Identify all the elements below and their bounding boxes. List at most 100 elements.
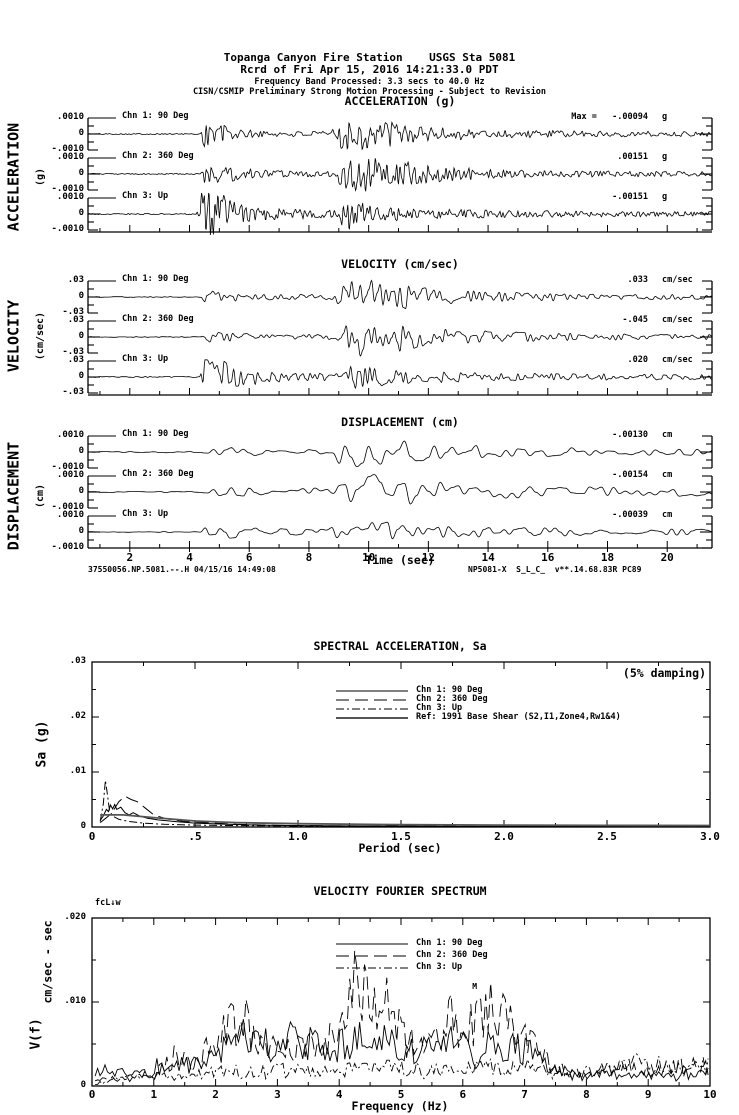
fourier-xtick-0: 0 [88,1088,96,1101]
frequency-band-note: Frequency Band Processed: 3.3 secs to 40… [254,77,485,87]
sa-xtick-.5: .5 [188,830,202,843]
acceleration-ch3-label: Chn 3: Up [122,191,169,201]
fourier-y-axis-label: V(f) [28,1018,44,1050]
damping-annotation: (5% damping) [622,666,706,680]
velocity-ch1-ytick-zero: 0 [78,291,84,301]
fourier-xtick-2: 2 [212,1088,219,1101]
acceleration-ch3-peak-unit: g [662,192,668,202]
station-title: Topanga Canyon Fire Station USGS Sta 508… [223,51,516,64]
velocity-ch2-peak-value: -.045 [622,315,648,325]
displacement-ch3-ytick-zero: 0 [78,526,84,536]
acceleration-ch2-peak-unit: g [662,152,668,162]
time-axis-tick-10: 10 [362,551,376,564]
velocity-ch1-label: Chn 1: 90 Deg [122,274,189,284]
velocity-axis-label: VELOCITY [4,299,23,373]
acceleration-ch2-ytick-pos: .0010 [56,152,84,162]
velocity-ch2-ytick-zero: 0 [78,331,84,341]
sa-xtick-1.0: 1.0 [288,830,308,843]
acceleration-ch2-ytick-zero: 0 [78,168,84,178]
displacement-ch1-peak-value: -.00130 [612,430,648,440]
sa-legend-3: Chn 3: Up [416,703,463,713]
fourier-peak-marker: M [472,981,478,991]
time-axis-tick-16: 16 [541,551,555,564]
time-axis-tick-18: 18 [600,551,615,564]
sa-legend-2: Chn 2: 360 Deg [416,694,488,704]
fourier-xtick-7: 7 [521,1088,528,1101]
fourier-ytick-.020: .020 [64,912,86,922]
period-axis-label: Period (sec) [358,841,442,855]
displacement-ch1-ytick-neg: -.0010 [51,462,84,472]
acceleration-axis-label: ACCELERATION [4,122,23,232]
time-axis-tick-12: 12 [421,551,436,564]
sa-xtick-2.0: 2.0 [494,830,514,843]
sa-ytick-0: 0 [80,821,86,831]
time-axis-tick-14: 14 [481,551,495,564]
fourier-xtick-6: 6 [459,1088,467,1101]
sa-ytick-.03: .03 [69,656,86,666]
velocity-ch3-ytick-neg: -.03 [62,387,84,397]
sa-ytick-.01: .01 [69,766,86,776]
velocity-ch2-peak-unit: cm/sec [662,315,693,325]
velocity-ch2-ytick-neg: -.03 [62,347,84,357]
velocity-ch2-ytick-pos: .03 [67,315,84,325]
acceleration-ch1-ytick-zero: 0 [78,128,84,138]
processing-note: CISN/CSMIP Preliminary Strong Motion Pro… [192,87,547,97]
displacement-ch3-peak-unit: cm [662,510,673,520]
fourier-ytick-0: 0 [80,1080,86,1090]
time-axis-tick-8: 8 [305,551,313,564]
fourier-legend-1: Chn 1: 90 Deg [416,938,483,948]
acceleration-plot-title: ACCELERATION (g) [344,94,456,108]
displacement-ch3-peak-value: -.00039 [612,510,648,520]
displacement-ch2-ytick-zero: 0 [78,486,84,496]
time-axis-tick-20: 20 [660,551,674,564]
acceleration-ch1-peak-unit: g [662,112,668,122]
acceleration-ch3-ytick-neg: -.0010 [51,224,84,234]
acceleration-ch1-peak-value: Max = -.00094 [571,112,648,122]
displacement-ch3-ytick-pos: .0010 [56,510,84,520]
fourier-xtick-1: 1 [150,1088,158,1101]
sa-ytick-.02: .02 [69,711,86,721]
sa-xtick-3.0: 3.0 [700,830,720,843]
time-axis-tick-6: 6 [245,551,253,564]
fourier-legend-2: Chn 2: 360 Deg [416,950,488,960]
fclow-annotation: fcL↓w [95,898,121,908]
sa-legend-1: Chn 1: 90 Deg [416,685,483,695]
time-axis-tick-2: 2 [126,551,134,564]
acceleration-ch3-peak-value: -.00151 [612,192,648,202]
acceleration-ch3-ytick-pos: .0010 [56,192,84,202]
velocity-ch1-ytick-neg: -.03 [62,307,84,317]
acceleration-ch1-ytick-pos: .0010 [56,112,84,122]
velocity-ch1-peak-unit: cm/sec [662,275,693,285]
fourier-y-axis-unit: cm/sec - sec [40,920,55,1004]
acceleration-ch2-ytick-neg: -.0010 [51,184,84,194]
time-axis-label: Time (sec) [365,553,435,567]
sa-xtick-1.5: 1.5 [391,830,411,843]
sa-legend-4: Ref: 1991 Base Shear (S2,I1,Zone4,Rw1&4) [416,712,621,722]
velocity-ch3-label: Chn 3: Up [122,354,169,364]
sa-xtick-2.5: 2.5 [597,830,617,843]
velocity-ch3-peak-value: .020 [627,355,648,365]
displacement-ch3-label: Chn 3: Up [122,509,169,519]
sa-xtick-0: 0 [88,830,96,843]
fourier-xtick-10: 10 [703,1088,717,1101]
record-id-footer: 37550056.NP.5081.--.H 04/15/16 14:49:08 [88,565,276,574]
displacement-ch2-label: Chn 2: 360 Deg [122,469,194,479]
displacement-ch1-peak-unit: cm [662,430,673,440]
acceleration-ch1-ytick-neg: -.0010 [51,144,84,154]
fourier-legend-3: Chn 3: Up [416,962,463,972]
sa-plot-title: SPECTRAL ACCELERATION, Sa [313,639,487,653]
displacement-ch1-ytick-zero: 0 [78,446,84,456]
displacement-plot-title: DISPLACEMENT (cm) [341,415,459,429]
displacement-axis-label: DISPLACEMENT [4,441,23,551]
fourier-xtick-8: 8 [583,1088,590,1101]
fourier-xtick-9: 9 [644,1088,652,1101]
sa-y-axis-label: Sa (g) [34,720,50,768]
acceleration-ch3-ytick-zero: 0 [78,208,84,218]
velocity-ch1-ytick-pos: .03 [67,275,84,285]
fourier-plot-title: VELOCITY FOURIER SPECTRUM [313,884,487,898]
fourier-ytick-.010: .010 [64,996,86,1006]
velocity-ch3-peak-unit: cm/sec [662,355,693,365]
acceleration-ch2-peak-value: .00151 [617,152,648,162]
